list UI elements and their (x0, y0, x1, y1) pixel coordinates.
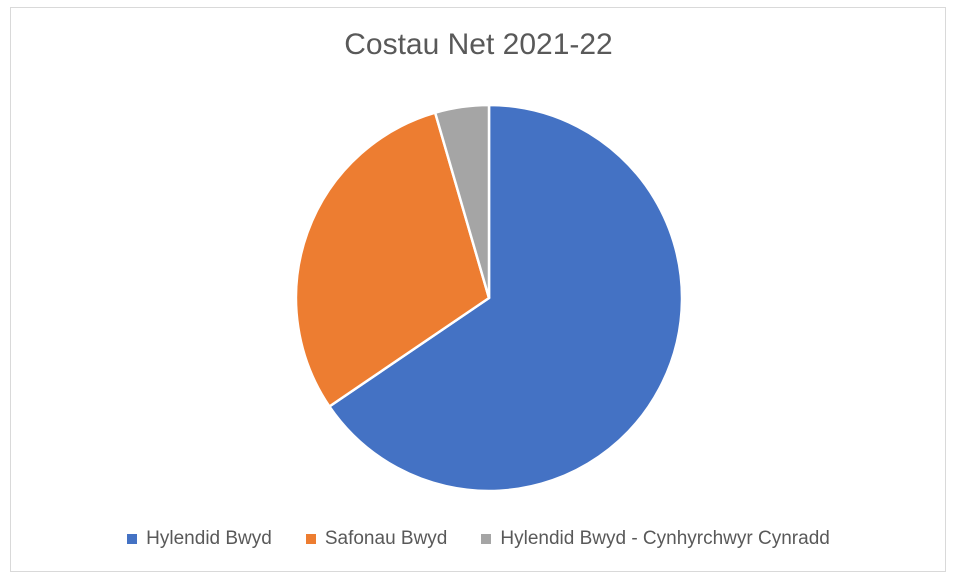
legend-swatch (127, 534, 138, 544)
legend-item-cynhyrchwyr-cynradd: Hylendid Bwyd - Cynhyrchwyr Cynradd (481, 528, 830, 550)
legend-label: Hylendid Bwyd (146, 528, 272, 549)
pie-slice-hylendid-bwyd (328, 103, 684, 493)
legend-item-safonau-bwyd: Safonau Bwyd (305, 528, 448, 550)
chart-title: Costau Net 2021-22 (344, 28, 613, 61)
pie-slice-hylendid-bwyd-cynhyrchwyr-cynradd (433, 103, 491, 300)
legend-swatch (305, 534, 316, 544)
legend-item-hylendid-bwyd: Hylendid Bwyd (127, 528, 272, 550)
pie-slice-safonau-bwyd (294, 111, 491, 408)
legend: Hylendid Bwyd Safonau Bwyd Hylendid Bwyd… (0, 528, 957, 550)
legend-label: Hylendid Bwyd - Cynhyrchwyr Cynradd (500, 528, 830, 549)
legend-label: Safonau Bwyd (324, 528, 448, 549)
legend-swatch (481, 534, 492, 544)
